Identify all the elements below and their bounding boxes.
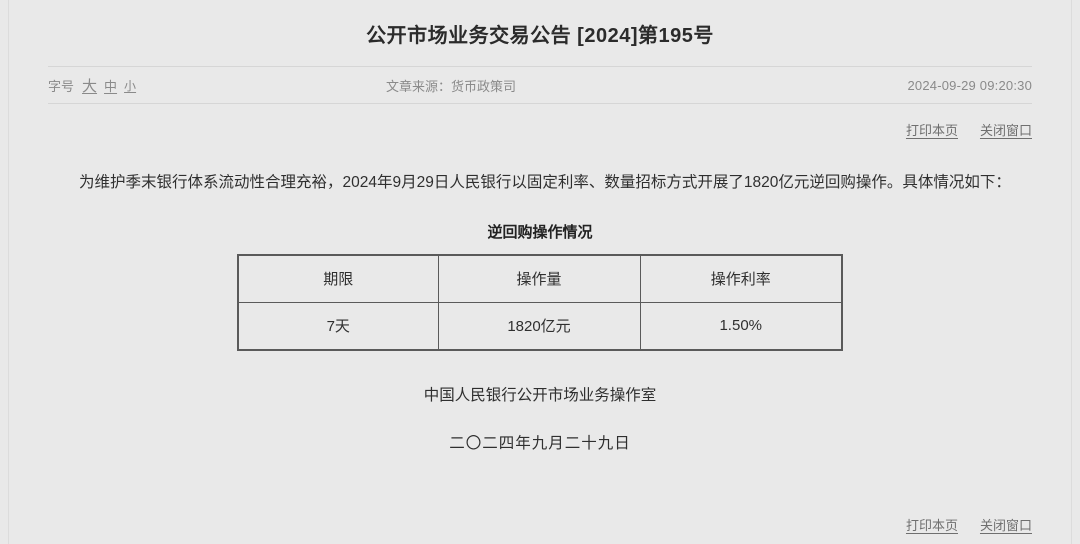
table-header-row: 期限 操作量 操作利率 bbox=[237, 254, 843, 303]
action-links-top: 打印本页 关闭窗口 bbox=[48, 104, 1032, 139]
table-header-cell-rate: 操作利率 bbox=[639, 254, 843, 303]
font-size-medium-button[interactable]: 中 bbox=[104, 78, 118, 94]
print-page-link[interactable]: 打印本页 bbox=[905, 123, 958, 138]
action-links-bottom: 打印本页 关闭窗口 bbox=[906, 515, 1032, 534]
article-source: 文章来源：货币政策司 bbox=[386, 78, 517, 94]
table-cell-rate: 1.50% bbox=[639, 301, 843, 351]
table-caption: 逆回购操作情况 bbox=[487, 223, 593, 241]
signature-date: 二〇二四年九月二十九日 bbox=[449, 434, 631, 452]
meta-bar: 字号 大 中 小 文章来源：货币政策司 2024-09-29 09:20:30 bbox=[48, 66, 1032, 104]
table-row: 7天 1820亿元 1.50% bbox=[237, 301, 843, 351]
font-size-label: 字号 bbox=[48, 78, 75, 94]
table-container: 期限 操作量 操作利率 7天 1820亿元 1.50% bbox=[48, 253, 1032, 351]
table-cell-volume: 1820亿元 bbox=[437, 301, 641, 351]
close-window-link-bottom[interactable]: 关闭窗口 bbox=[979, 518, 1032, 533]
print-page-link-bottom[interactable]: 打印本页 bbox=[905, 518, 958, 533]
reverse-repo-table: 期限 操作量 操作利率 7天 1820亿元 1.50% bbox=[237, 253, 843, 351]
page-title: 公开市场业务交易公告 [2024]第195号 bbox=[366, 25, 714, 47]
font-size-small-button[interactable]: 小 bbox=[124, 78, 137, 93]
table-header-cell-term: 期限 bbox=[237, 254, 439, 303]
close-window-link[interactable]: 关闭窗口 bbox=[979, 123, 1032, 138]
body-paragraph: 为维护季末银行体系流动性合理充裕，2024年9月29日人民银行以固定利率、数量招… bbox=[79, 174, 1011, 191]
font-size-control: 字号 大 中 小 bbox=[48, 75, 136, 96]
font-size-large-button[interactable]: 大 bbox=[82, 77, 98, 95]
table-header-cell-volume: 操作量 bbox=[437, 254, 641, 303]
publish-timestamp: 2024-09-29 09:20:30 bbox=[907, 77, 1032, 93]
signature-organization: 中国人民银行公开市场业务操作室 bbox=[423, 386, 657, 404]
table-cell-term: 7天 bbox=[237, 301, 439, 351]
